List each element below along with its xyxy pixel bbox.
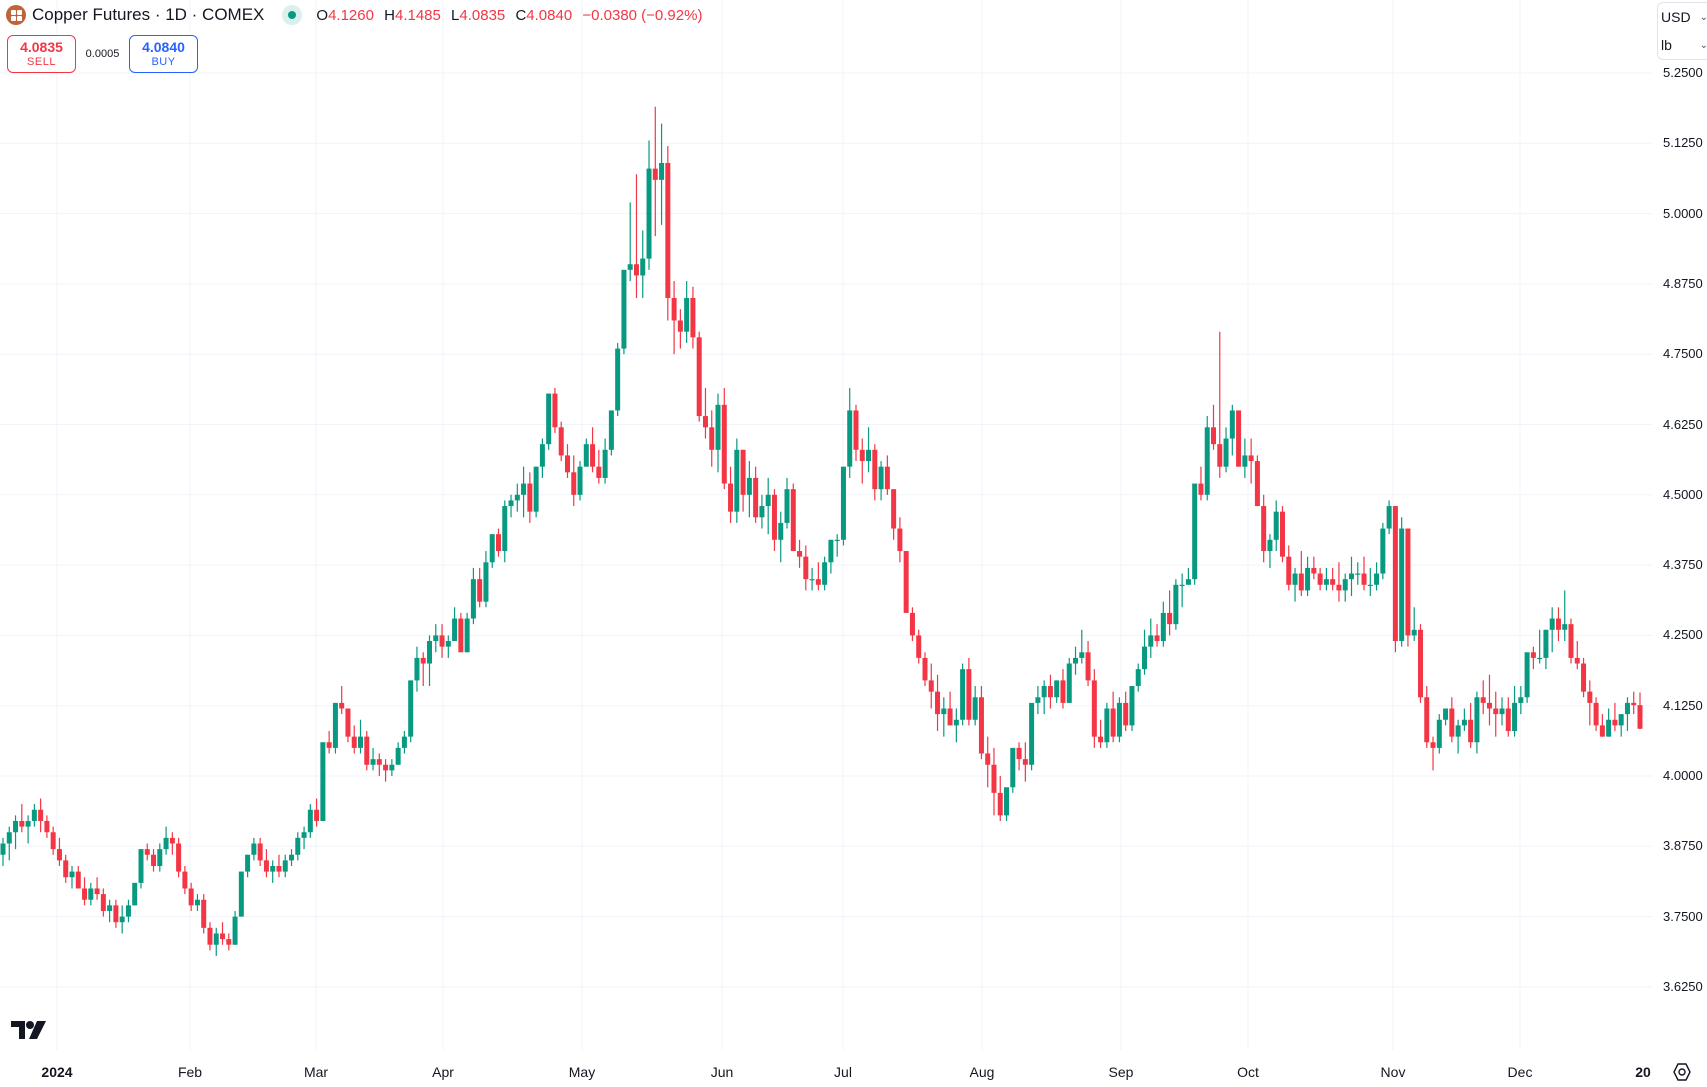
market-status-icon[interactable] (282, 5, 303, 25)
price-tick-label: 5.1250 (1663, 135, 1703, 151)
time-tick-label: Jul (834, 1064, 852, 1080)
sell-button[interactable]: 4.0835 SELL (7, 35, 76, 73)
price-tick-label: 4.8750 (1663, 275, 1703, 291)
price-tick-label: 4.2500 (1663, 627, 1703, 643)
buy-label: BUY (151, 56, 176, 68)
time-tick-label: Nov (1380, 1064, 1406, 1080)
unit-value: lb (1661, 37, 1672, 53)
price-tick-label: 4.0000 (1663, 768, 1703, 783)
high-label: H (384, 6, 395, 24)
candles (0, 106, 1643, 956)
price-tick-label: 4.1250 (1663, 697, 1703, 713)
open-label: O (316, 6, 329, 24)
sell-price: 4.0835 (20, 39, 63, 55)
low-label: L (451, 6, 460, 24)
time-tick-label: Feb (177, 1064, 203, 1080)
sell-label: SELL (27, 56, 56, 68)
close-label: C (515, 6, 527, 24)
time-tick-label: Oct (1237, 1064, 1259, 1080)
trade-panel: 4.0835 SELL 0.0005 4.0840 BUY (7, 35, 198, 73)
chevron-down-icon: ⌄ (1699, 39, 1707, 51)
currency-value: USD (1661, 9, 1691, 25)
price-tick-label: 3.8750 (1663, 838, 1703, 854)
symbol-header: Copper Futures · 1D · COMEX O4.1260 H4.1… (6, 4, 708, 26)
ohlc-values: O4.1260 H4.1485 L4.0835 C4.0840 −0.0380 … (316, 7, 708, 24)
open-value: 4.1260 (328, 6, 374, 24)
time-tick-label: Apr (432, 1064, 454, 1080)
tradingview-logo[interactable] (11, 1020, 47, 1040)
time-tick-label: Mar (303, 1064, 329, 1080)
buy-price: 4.0840 (142, 39, 185, 55)
symbol-title[interactable]: Copper Futures · 1D · COMEX (32, 5, 265, 24)
time-tick-label: Sep (1108, 1064, 1134, 1080)
gear-icon[interactable] (1672, 1062, 1692, 1082)
price-tick-label: 3.7500 (1663, 908, 1703, 924)
time-tick-label: 2024 (41, 1064, 73, 1080)
buy-button[interactable]: 4.0840 BUY (129, 35, 198, 73)
chevron-down-icon: ⌄ (1699, 11, 1707, 23)
currency-unit-selector: USD ⌄ lb ⌄ (1657, 2, 1707, 60)
price-tick-label: 4.7500 (1663, 346, 1703, 362)
price-tick-label: 4.6250 (1663, 416, 1703, 432)
price-tick-label: 3.6250 (1663, 978, 1703, 994)
price-tick-label: 4.5000 (1663, 486, 1703, 502)
time-tick-label: May (568, 1064, 596, 1080)
time-tick-label: 20 (1635, 1064, 1651, 1080)
price-tick-label: 4.3750 (1663, 557, 1703, 573)
time-tick-label: Aug (969, 1064, 995, 1080)
unit-dropdown[interactable]: lb ⌄ (1658, 31, 1707, 59)
low-value: 4.0835 (459, 6, 506, 24)
high-value: 4.1485 (394, 6, 441, 24)
close-value: 4.0840 (526, 6, 573, 24)
price-tick-label: 5.2500 (1663, 65, 1703, 80)
change-value: −0.0380 (−0.92%) (582, 6, 703, 24)
currency-dropdown[interactable]: USD ⌄ (1658, 3, 1707, 31)
copper-symbol-icon[interactable] (6, 5, 26, 25)
spread-value: 0.0005 (85, 48, 120, 60)
time-tick-label: Jun (710, 1064, 734, 1080)
price-tick-label: 5.0000 (1663, 205, 1703, 221)
time-tick-label: Dec (1507, 1064, 1533, 1080)
